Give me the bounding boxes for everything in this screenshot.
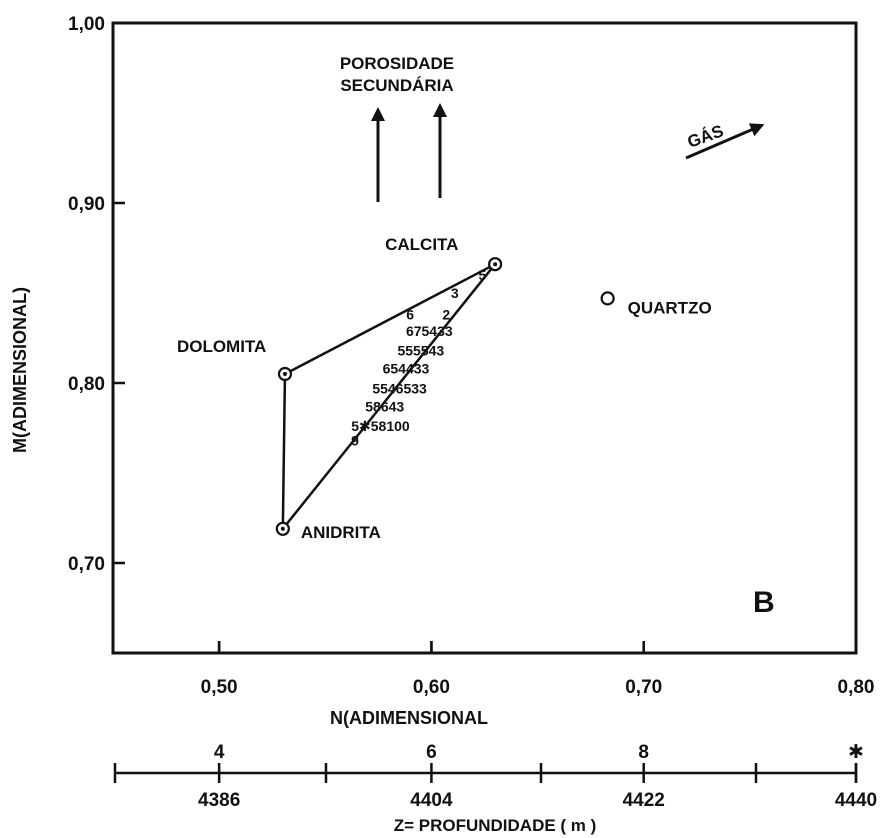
mineral-label-calcita: CALCITA	[385, 235, 458, 254]
depth-value-label: 4422	[623, 790, 665, 811]
mineral-point-center	[282, 372, 287, 376]
gas-label: GÁS	[685, 121, 726, 151]
gas-arrow	[685, 123, 765, 160]
plot-frame	[111, 21, 858, 655]
point-digit-row: 5546533	[372, 380, 427, 396]
x-tick-label: 0,60	[413, 677, 450, 698]
depth-symbol-label: 6	[426, 742, 437, 763]
point-digit-row: 5✱58100	[351, 418, 410, 434]
mineral-point-quartzo	[600, 291, 615, 306]
y-axis-title: M(ADIMENSIONAL)	[10, 287, 30, 453]
y-axis: 0,70 0,80 0,90 1,00	[68, 14, 125, 575]
porosity-label-line2: SECUNDÁRIA	[340, 76, 453, 95]
depth-value-label: 4404	[410, 790, 453, 811]
point-digit-row: 555543	[397, 343, 444, 359]
y-tick-label: 0,80	[68, 374, 105, 395]
point-digit-row: 6	[406, 307, 414, 323]
x-tick-label: 0,70	[625, 677, 662, 698]
mineral-point-center	[493, 262, 498, 267]
depth-symbol-label: ✱	[848, 742, 864, 763]
x-axis-title: N(ADIMENSIONAL	[330, 708, 488, 728]
point-digit-row: 9	[351, 433, 359, 449]
mineral-label-dolomita: DOLOMITA	[177, 337, 266, 356]
mineral-label-quartzo: QUARTZO	[628, 298, 712, 317]
mineral-label-anidrita: ANIDRITA	[301, 523, 381, 542]
y-tick-label: 1,00	[68, 14, 105, 35]
x-axis: 0,50 0,60 0,70 0,80	[201, 641, 875, 698]
triangle-outline	[281, 263, 497, 533]
panel-label: B	[753, 586, 775, 619]
point-digit-row: 654433	[383, 361, 430, 377]
depth-scale: 4 4386 6 4404 8 4422 ✱ 4440	[113, 742, 877, 811]
depth-symbol-label: 4	[214, 742, 225, 763]
y-tick-label: 0,70	[68, 554, 105, 575]
mineral-triangle	[281, 263, 497, 533]
point-digit-row: 3	[451, 285, 459, 301]
depth-value-label: 4440	[835, 790, 877, 811]
mineral-points: CALCITA DOLOMITA ANIDRITA QUARTZO	[177, 235, 712, 542]
point-digit-row: 675433	[406, 323, 453, 339]
point-digit-row: 5	[478, 267, 486, 283]
point-digit-row: 2	[442, 307, 450, 323]
x-tick-label: 0,50	[201, 677, 238, 698]
depth-value-label: 4386	[198, 790, 240, 811]
y-tick-label: 0,90	[68, 194, 105, 215]
point-digit-row: 58643	[365, 398, 404, 414]
depth-scale-title: Z= PROFUNDIDADE ( m )	[394, 816, 597, 835]
depth-symbol-label: 8	[638, 742, 649, 763]
porosity-label-line1: POROSIDADE	[340, 54, 454, 73]
mineral-point-center	[280, 526, 285, 531]
x-tick-label: 0,80	[838, 677, 875, 698]
